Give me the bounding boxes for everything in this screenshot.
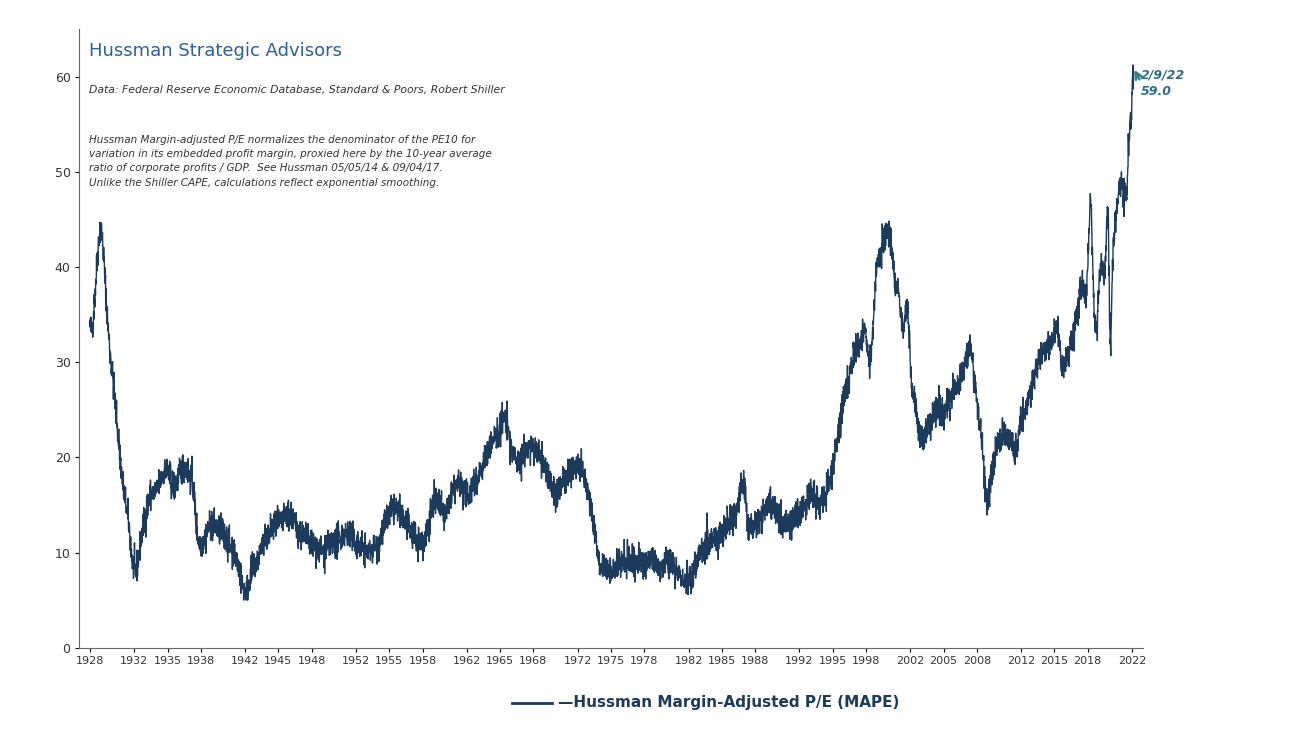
- Text: Hussman Strategic Advisors: Hussman Strategic Advisors: [89, 42, 343, 60]
- Text: Data: Federal Reserve Economic Database, Standard & Poors, Robert Shiller: Data: Federal Reserve Economic Database,…: [89, 85, 506, 95]
- Text: 2/9/22: 2/9/22: [1142, 68, 1185, 82]
- Text: 59.0: 59.0: [1142, 85, 1172, 98]
- Text: Hussman Margin-adjusted P/E normalizes the denominator of the PE10 for
variation: Hussman Margin-adjusted P/E normalizes t…: [89, 135, 493, 188]
- Text: —Hussman Margin-Adjusted P/E (MAPE): —Hussman Margin-Adjusted P/E (MAPE): [558, 696, 900, 710]
